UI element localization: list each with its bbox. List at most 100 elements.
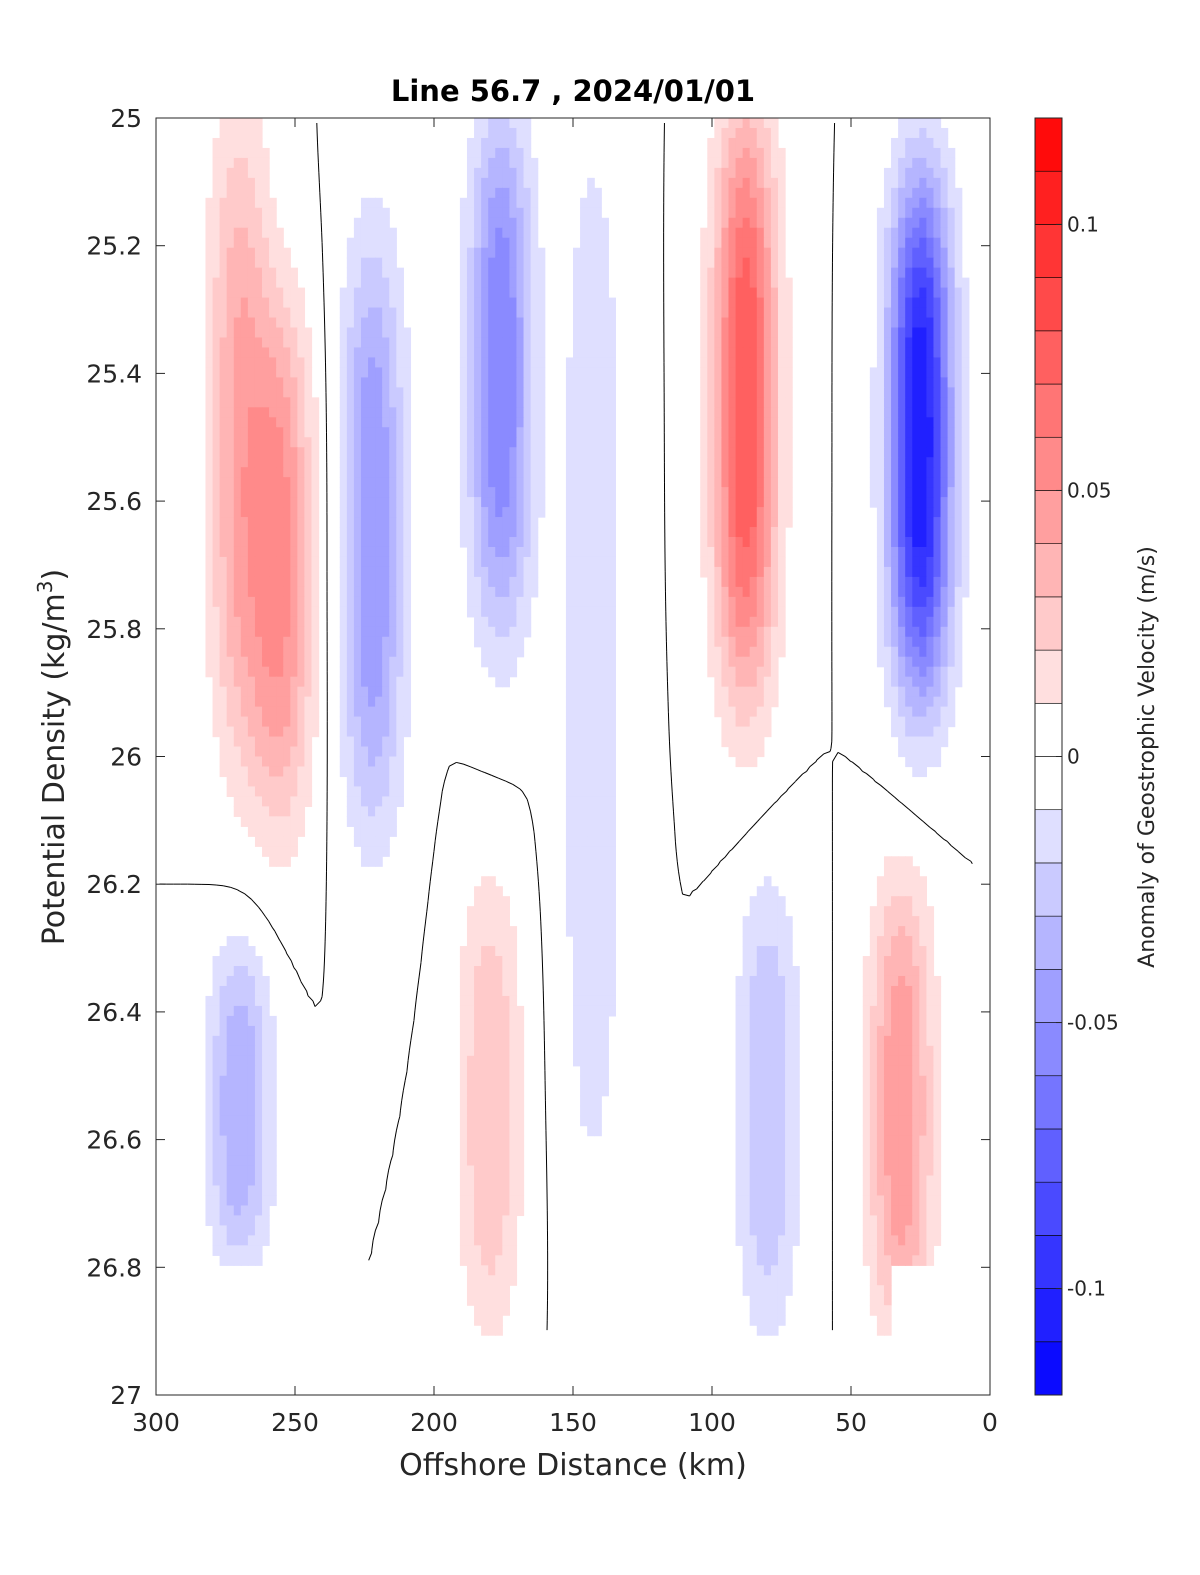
contour-cell (608, 876, 617, 887)
contour-cell (763, 397, 772, 408)
contour-cell (509, 956, 518, 967)
contour-cell (742, 666, 751, 678)
contour-cell (375, 197, 383, 209)
contour-cell (290, 397, 298, 408)
contour-cell (891, 487, 899, 498)
contour-cell (580, 736, 588, 748)
contour-cell (375, 596, 383, 608)
contour-cell (269, 746, 277, 758)
contour-cell (876, 327, 885, 339)
contour-cell (226, 147, 235, 159)
contour-cell (933, 726, 942, 738)
contour-cell (502, 157, 510, 169)
contour-cell (580, 497, 588, 508)
contour-cell (919, 766, 927, 778)
contour-cell (516, 187, 525, 199)
contour-cell (523, 337, 532, 349)
contour-cell (254, 966, 263, 977)
contour-cell (353, 477, 362, 488)
contour-cell (509, 1015, 518, 1027)
contour-cell (742, 566, 751, 578)
contour-cell (205, 357, 214, 369)
contour-cell (389, 427, 397, 438)
contour-cell (212, 706, 221, 718)
contour-cell (474, 427, 482, 438)
contour-cell (262, 726, 270, 738)
contour-cell (905, 686, 913, 698)
contour-cell (919, 407, 927, 418)
contour-cell (587, 946, 595, 957)
contour-cell (353, 566, 362, 578)
contour-cell (481, 227, 489, 239)
contour-cell (601, 936, 609, 947)
contour-cell (276, 527, 284, 538)
contour-cell (488, 327, 496, 339)
contour-cell (728, 157, 737, 169)
contour-cell (233, 606, 242, 618)
contour-cell (509, 247, 518, 259)
contour-cell (721, 197, 730, 209)
contour-cell (360, 726, 369, 738)
contour-cell (905, 187, 913, 199)
contour-cell (876, 596, 885, 608)
contour-cell (933, 556, 942, 568)
contour-cell (247, 147, 256, 159)
contour-cell (770, 1025, 779, 1037)
contour-cell (339, 317, 348, 329)
contour-cell (254, 147, 263, 159)
contour-cell (368, 856, 376, 867)
contour-cell (912, 397, 920, 408)
contour-cell (947, 307, 956, 319)
contour-cell (749, 217, 758, 229)
contour-cell (339, 556, 348, 568)
contour-cell (226, 477, 235, 488)
contour-cell (785, 317, 793, 329)
contour-cell (601, 985, 609, 997)
contour-cell (488, 906, 496, 917)
contour-cell (269, 776, 277, 788)
contour-cell (283, 616, 291, 628)
contour-cell (212, 307, 221, 319)
contour-cell (481, 966, 489, 977)
contour-cell (219, 517, 228, 528)
contour-cell (905, 666, 913, 678)
contour-cell (777, 1045, 786, 1057)
contour-cell (382, 307, 390, 319)
contour-cell (283, 507, 291, 518)
contour-cell (905, 1005, 913, 1017)
contour-cell (714, 576, 723, 588)
contour-cell (233, 716, 242, 728)
contour-cell (382, 467, 390, 478)
contour-cell (707, 227, 715, 239)
contour-cell (247, 1095, 256, 1107)
contour-cell (276, 357, 284, 369)
contour-cell (403, 626, 412, 638)
contour-cell (756, 596, 765, 608)
contour-cell (912, 936, 920, 947)
contour-cell (735, 696, 744, 708)
contour-cell (742, 1085, 751, 1097)
contour-cell (375, 427, 383, 438)
contour-cell (276, 427, 284, 438)
contour-cell (474, 177, 482, 189)
contour-cell (481, 317, 489, 329)
contour-cell (488, 267, 496, 279)
contour-cell (254, 297, 263, 309)
contour-cell (523, 137, 532, 149)
contour-cell (919, 886, 927, 897)
contour-cell (276, 517, 284, 528)
contour-cell (905, 457, 913, 468)
contour-cell (360, 217, 369, 229)
contour-cell (770, 387, 779, 398)
contour-cell (947, 716, 956, 728)
contour-cell (247, 1055, 256, 1067)
contour-cell (756, 197, 765, 209)
contour-cell (721, 716, 730, 728)
contour-cell (382, 417, 390, 428)
contour-cell (466, 457, 475, 468)
contour-cell (601, 546, 609, 558)
contour-cell (488, 367, 496, 378)
contour-cell (403, 497, 412, 508)
contour-cell (735, 1075, 744, 1087)
contour-cell (735, 546, 744, 558)
